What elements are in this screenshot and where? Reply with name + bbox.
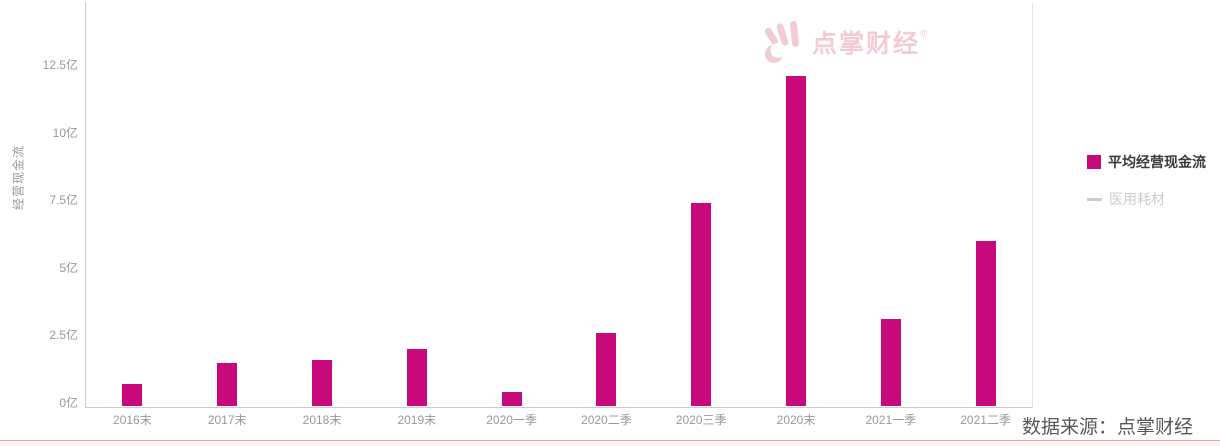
x-axis-tick-label: 2020三季	[675, 413, 727, 427]
bottom-border-fill	[0, 441, 1220, 446]
y-axis-tick-label: 5亿	[59, 260, 78, 275]
bar-2020一季[interactable]	[501, 392, 522, 406]
y-axis-tick-label: 7.5亿	[49, 193, 78, 208]
bar-2016末[interactable]	[122, 384, 143, 406]
y-axis-tick-label: 12.5亿	[42, 58, 78, 72]
x-axis-tick-label: 2017末	[207, 413, 247, 427]
brand-watermark: 点掌财经 ®	[760, 20, 927, 64]
x-axis-tick-label: 2018末	[302, 413, 342, 427]
legend-label: 平均经营现金流	[1108, 154, 1206, 170]
y-axis-tick-label: 10亿	[52, 125, 78, 140]
y-axis-line	[85, 2, 86, 407]
legend-item-medical-consumables[interactable]: 医用耗材	[1087, 189, 1206, 209]
bar-2021一季[interactable]	[880, 319, 901, 406]
legend-item-average-operating-cashflow[interactable]: 平均经营现金流	[1087, 152, 1206, 172]
legend-divider	[1032, 3, 1033, 407]
x-axis-tick-label: 2020末	[776, 413, 816, 427]
brand-watermark-text: 点掌财经	[812, 30, 921, 58]
hand-logo-icon	[764, 21, 799, 63]
x-axis-tick-label: 2019末	[397, 413, 437, 427]
data-source-note: 数据来源：点掌财经	[1022, 417, 1194, 438]
x-axis-line	[85, 407, 1033, 408]
x-axis-tick-label: 2020一季	[486, 413, 537, 427]
bar-2019末[interactable]	[406, 349, 427, 406]
legend-label: 医用耗材	[1109, 191, 1165, 207]
bottom-border-line	[0, 440, 1220, 441]
registered-mark: ®	[920, 28, 928, 40]
bar-2021二季[interactable]	[975, 241, 996, 406]
bar-2017末[interactable]	[217, 362, 238, 406]
x-axis-tick-label: 2021二季	[960, 413, 1011, 427]
x-axis-tick-label: 2016末	[113, 413, 152, 427]
y-axis-tick-label: 2.5亿	[49, 328, 78, 343]
x-axis-tick-label: 2020二季	[581, 413, 632, 427]
y-axis-title: 经营现金流	[11, 145, 26, 211]
bar-2020二季[interactable]	[596, 332, 617, 406]
bar-2018末[interactable]	[312, 360, 332, 406]
x-axis-tick-label: 2021一季	[865, 413, 917, 427]
chart-legend: 平均经营现金流 医用耗材	[1087, 152, 1206, 226]
y-axis-tick-label: 0亿	[59, 396, 78, 410]
bar-2020三季[interactable]	[691, 203, 712, 406]
legend-line-swatch	[1087, 197, 1102, 201]
legend-square-swatch	[1087, 155, 1101, 169]
bar-2020末[interactable]	[786, 76, 806, 406]
